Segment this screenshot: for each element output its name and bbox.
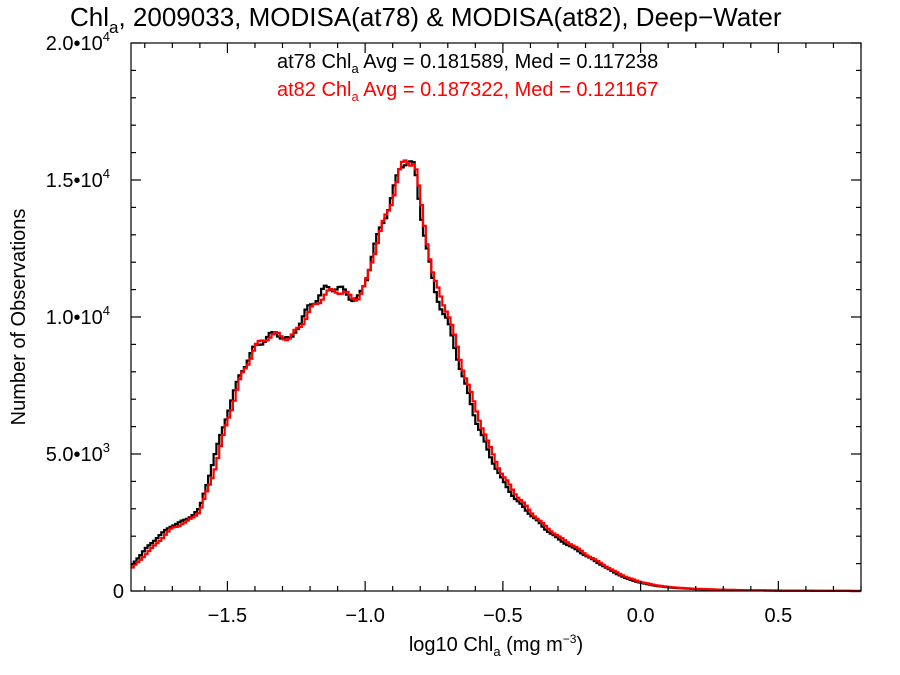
x-tick-label: −1.5 <box>208 605 247 627</box>
y-tick-labels: 0 5.0•103 1.0•104 1.5•104 2.0•104 <box>46 29 124 603</box>
legend-at78-stats: at78 Chla Avg = 0.181589, Med = 0.117238 <box>277 51 658 76</box>
y-tick-label: 1.5•104 <box>46 166 110 192</box>
legend-at82-stats: at82 Chla Avg = 0.187322, Med = 0.121167 <box>277 79 658 104</box>
y-tick-label: 5.0•103 <box>46 440 110 466</box>
chart-title: Chla, 2009033, MODISA(at78) & MODISA(at8… <box>70 2 782 37</box>
data-series-group <box>131 159 861 593</box>
axis-ticks <box>131 42 862 592</box>
x-tick-label: −1.0 <box>345 605 384 627</box>
y-tick-label: 2.0•104 <box>46 29 110 55</box>
x-tick-label: 0.5 <box>764 605 792 627</box>
y-tick-label: 0 <box>113 581 124 603</box>
plot-frame <box>130 42 862 592</box>
histogram-series-1 <box>131 159 861 593</box>
x-tick-label: −0.5 <box>483 605 522 627</box>
stats-legend: at78 Chla Avg = 0.181589, Med = 0.117238… <box>277 51 658 104</box>
y-axis-label: Number of Observations <box>8 209 30 426</box>
x-tick-label: 0.0 <box>627 605 655 627</box>
x-axis-label: log10 Chla (mg m−3) <box>409 632 583 659</box>
y-tick-label: 1.0•104 <box>46 303 110 329</box>
x-tick-labels: −1.5 −1.0 −0.5 0.0 0.5 <box>208 605 793 627</box>
